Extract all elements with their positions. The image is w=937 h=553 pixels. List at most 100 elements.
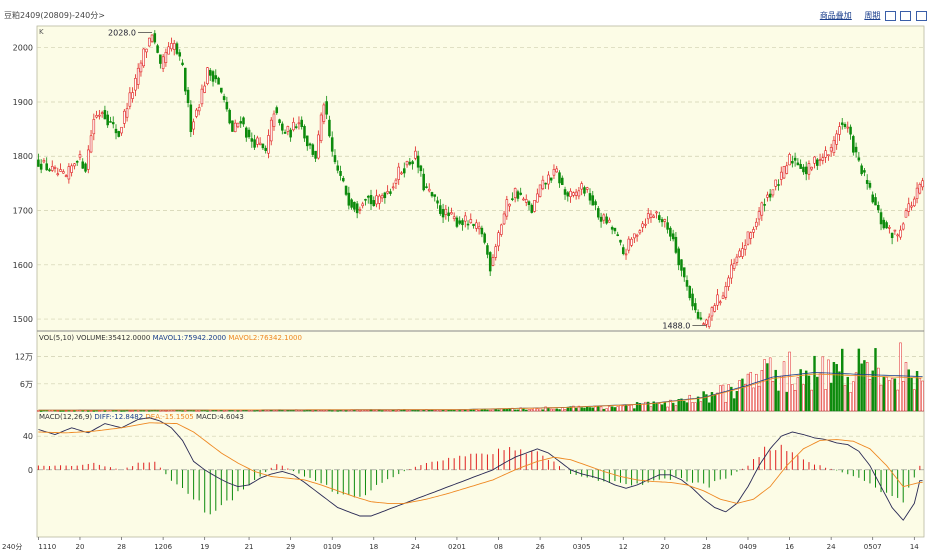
candle-body[interactable] — [372, 200, 376, 206]
candle-body[interactable] — [694, 303, 697, 311]
candle-body[interactable] — [217, 77, 220, 85]
candle-body[interactable] — [699, 317, 703, 320]
candle-body[interactable] — [403, 168, 406, 174]
candle-body[interactable] — [300, 119, 303, 127]
candle-body[interactable] — [278, 119, 281, 123]
candle-body[interactable] — [680, 259, 683, 271]
candle-body[interactable] — [347, 192, 351, 206]
candle-body[interactable] — [70, 165, 73, 173]
candle-body[interactable] — [98, 114, 101, 117]
candle-body[interactable] — [378, 195, 381, 204]
candle-body[interactable] — [527, 201, 531, 205]
candle-body[interactable] — [386, 191, 389, 194]
candle-body[interactable] — [888, 227, 891, 229]
candle-body[interactable] — [649, 213, 653, 218]
candle-body[interactable] — [688, 286, 692, 299]
candle-body[interactable] — [383, 192, 387, 199]
candle-body[interactable] — [472, 223, 475, 227]
candle-body[interactable] — [161, 56, 165, 69]
candle-body[interactable] — [436, 200, 439, 204]
candle-body[interactable] — [588, 193, 592, 201]
candle-body[interactable] — [497, 232, 500, 247]
candle-body[interactable] — [594, 201, 597, 206]
candle-body[interactable] — [355, 203, 359, 214]
candle-body[interactable] — [519, 192, 522, 195]
candle-body[interactable] — [400, 172, 403, 175]
candle-body[interactable] — [397, 166, 400, 180]
candle-body[interactable] — [455, 217, 459, 227]
candle-body[interactable] — [652, 215, 656, 218]
candle-body[interactable] — [267, 135, 270, 154]
candle-body[interactable] — [824, 150, 827, 158]
candle-body[interactable] — [56, 173, 60, 176]
candle-body[interactable] — [283, 131, 287, 134]
candle-body[interactable] — [868, 182, 872, 188]
candle-body[interactable] — [746, 231, 750, 245]
candle-body[interactable] — [561, 177, 564, 186]
candle-body[interactable] — [538, 184, 542, 197]
candle-body[interactable] — [375, 195, 378, 205]
candle-body[interactable] — [350, 199, 353, 208]
candle-body[interactable] — [644, 223, 647, 226]
candle-body[interactable] — [536, 193, 539, 203]
candle-body[interactable] — [730, 264, 733, 279]
candle-body[interactable] — [106, 114, 109, 126]
candle-body[interactable] — [713, 305, 716, 312]
candle-body[interactable] — [305, 135, 309, 147]
candle-body[interactable] — [696, 311, 700, 319]
candle-body[interactable] — [494, 246, 498, 258]
candle-body[interactable] — [658, 215, 661, 220]
candle-body[interactable] — [840, 122, 844, 125]
candle-body[interactable] — [885, 222, 888, 229]
candle-body[interactable] — [913, 198, 916, 207]
candle-body[interactable] — [522, 198, 525, 201]
candle-body[interactable] — [131, 92, 134, 99]
candle-body[interactable] — [145, 48, 148, 53]
candle-body[interactable] — [513, 188, 517, 198]
candle-body[interactable] — [308, 143, 312, 146]
candle-body[interactable] — [633, 233, 636, 239]
candle-body[interactable] — [660, 219, 664, 223]
candle-body[interactable] — [771, 189, 775, 196]
candle-body[interactable] — [153, 33, 157, 43]
candle-body[interactable] — [619, 239, 622, 243]
candle-body[interactable] — [319, 114, 323, 141]
candle-body[interactable] — [741, 248, 744, 257]
candle-body[interactable] — [810, 166, 814, 170]
candle-body[interactable] — [641, 223, 644, 228]
candle-body[interactable] — [533, 200, 536, 212]
candle-body[interactable] — [727, 277, 730, 287]
candle-body[interactable] — [236, 122, 240, 128]
candle-body[interactable] — [172, 43, 176, 50]
candle-body[interactable] — [261, 143, 265, 149]
candle-body[interactable] — [233, 122, 237, 133]
candle-body[interactable] — [491, 257, 495, 266]
candle-body[interactable] — [186, 89, 190, 104]
candle-body[interactable] — [791, 160, 794, 164]
candle-body[interactable] — [414, 150, 417, 159]
grid-icon[interactable] — [900, 10, 912, 21]
period-button[interactable]: 周期 — [864, 11, 881, 20]
candle-body[interactable] — [441, 209, 445, 218]
candle-body[interactable] — [901, 223, 905, 230]
candle-body[interactable] — [843, 124, 847, 127]
candle-body[interactable] — [702, 323, 705, 325]
candle-body[interactable] — [910, 205, 913, 208]
fullscreen-icon[interactable] — [916, 10, 927, 21]
candle-body[interactable] — [682, 267, 686, 278]
candle-body[interactable] — [333, 155, 337, 163]
candle-body[interactable] — [142, 48, 145, 67]
candle-body[interactable] — [458, 220, 461, 224]
candle-body[interactable] — [724, 286, 728, 298]
candle-body[interactable] — [439, 205, 442, 214]
candle-body[interactable] — [796, 162, 800, 166]
candle-body[interactable] — [120, 126, 123, 134]
candle-body[interactable] — [621, 247, 625, 255]
candle-body[interactable] — [813, 156, 816, 164]
candle-body[interactable] — [743, 245, 747, 250]
candle-body[interactable] — [342, 177, 345, 182]
candle-body[interactable] — [907, 203, 911, 212]
candle-body[interactable] — [508, 203, 511, 207]
candle-body[interactable] — [272, 113, 276, 127]
candle-body[interactable] — [915, 187, 919, 199]
